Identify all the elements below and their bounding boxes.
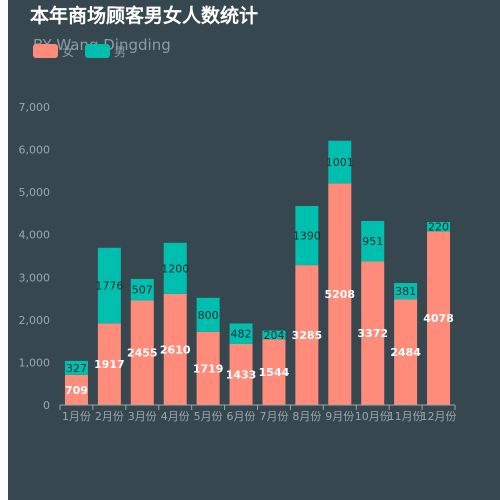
x-tick-label: 6月份	[227, 410, 256, 423]
legend: 女男	[33, 44, 126, 59]
data-label-male-6: 482	[231, 328, 252, 341]
data-label-female-6: 1433	[226, 368, 257, 381]
data-label-male-7: 204	[263, 329, 284, 342]
data-label-male-9: 1001	[326, 156, 354, 169]
bar-male-5[interactable]	[196, 297, 220, 332]
data-label-male-11: 381	[395, 285, 416, 298]
bar-female-1[interactable]	[64, 374, 88, 405]
y-tick-label: 2,000	[19, 314, 51, 327]
data-label-female-4: 2610	[160, 343, 191, 356]
data-label-female-1: 709	[65, 384, 88, 397]
legend-label-1[interactable]: 男	[114, 45, 126, 59]
bar-male-11[interactable]	[394, 283, 418, 300]
x-tick-label: 3月份	[128, 410, 157, 423]
bar-male-1[interactable]	[64, 360, 88, 375]
y-axis: 0 1,000 2,000 3,000 4,000 5,000 6,000 7,000	[19, 101, 51, 412]
bar-male-3[interactable]	[130, 278, 154, 301]
x-tick-label: 9月份	[325, 410, 354, 423]
x-tick-label: 8月份	[292, 410, 321, 423]
data-label-male-12: 220	[428, 221, 449, 234]
data-label-female-7: 1544	[259, 366, 290, 379]
data-label-female-3: 2455	[127, 347, 158, 360]
data-label-male-5: 800	[198, 309, 219, 322]
data-label-male-4: 1200	[161, 262, 189, 275]
bar-male-12[interactable]	[427, 222, 451, 232]
bar-female-7[interactable]	[262, 339, 286, 405]
x-tick-label: 5月份	[194, 410, 223, 423]
x-tick-label: 1月份	[62, 410, 91, 423]
data-label-male-1: 327	[66, 362, 87, 375]
bar-male-7[interactable]	[262, 330, 286, 340]
data-label-male-8: 1390	[293, 230, 321, 243]
bar-female-8[interactable]	[295, 265, 319, 405]
x-tick-label: 2月份	[95, 410, 124, 423]
y-tick-label: 1,000	[19, 356, 51, 369]
bar-male-10[interactable]	[361, 220, 385, 262]
bar-female-9[interactable]	[328, 183, 352, 405]
bar-female-10[interactable]	[361, 261, 385, 405]
legend-swatch-1[interactable]	[85, 44, 110, 58]
bar-female-2[interactable]	[97, 323, 121, 405]
data-label-female-10: 3372	[357, 327, 388, 340]
data-label-female-9: 5208	[324, 288, 355, 301]
data-label-female-5: 1719	[193, 362, 224, 375]
data-label-female-12: 4078	[423, 312, 454, 325]
x-tick-label: 11月份	[388, 410, 424, 423]
x-tick-label: 7月份	[259, 410, 288, 423]
bars: 709 327 1917 1776 2455 507 2610 1200 1719 800 1433…	[64, 140, 454, 405]
data-label-female-11: 2484	[390, 346, 421, 359]
data-label-male-3: 507	[132, 284, 153, 297]
y-tick-label: 4,000	[19, 229, 51, 242]
bar-female-3[interactable]	[130, 300, 154, 405]
legend-label-0[interactable]: 女	[62, 44, 74, 59]
legend-swatch-0[interactable]	[33, 44, 58, 58]
bar-female-11[interactable]	[394, 299, 418, 405]
x-tick-label: 12月份	[421, 410, 457, 423]
bar-female-4[interactable]	[163, 293, 187, 405]
data-label-male-10: 951	[362, 235, 383, 248]
bar-female-5[interactable]	[196, 331, 220, 405]
bar-female-12[interactable]	[427, 231, 451, 405]
data-label-female-2: 1917	[94, 358, 125, 371]
bar-male-9[interactable]	[328, 140, 352, 184]
bar-female-6[interactable]	[229, 343, 253, 405]
y-tick-label: 5,000	[19, 186, 51, 199]
bar-male-6[interactable]	[229, 323, 253, 344]
data-label-female-8: 3285	[292, 329, 323, 342]
chart-title: 本年商场顾客男女人数统计	[30, 4, 258, 27]
y-tick-label: 6,000	[19, 144, 51, 157]
bar-male-2[interactable]	[97, 247, 121, 324]
chart-panel	[8, 0, 500, 500]
x-tick-label: 10月份	[355, 410, 391, 423]
y-tick-label: 0	[43, 399, 50, 412]
bar-male-8[interactable]	[295, 205, 319, 266]
data-label-male-2: 1776	[95, 280, 123, 293]
y-tick-label: 7,000	[19, 101, 51, 114]
y-tick-label: 3,000	[19, 271, 51, 284]
x-tick-label: 4月份	[161, 410, 190, 423]
bar-male-4[interactable]	[163, 242, 187, 294]
